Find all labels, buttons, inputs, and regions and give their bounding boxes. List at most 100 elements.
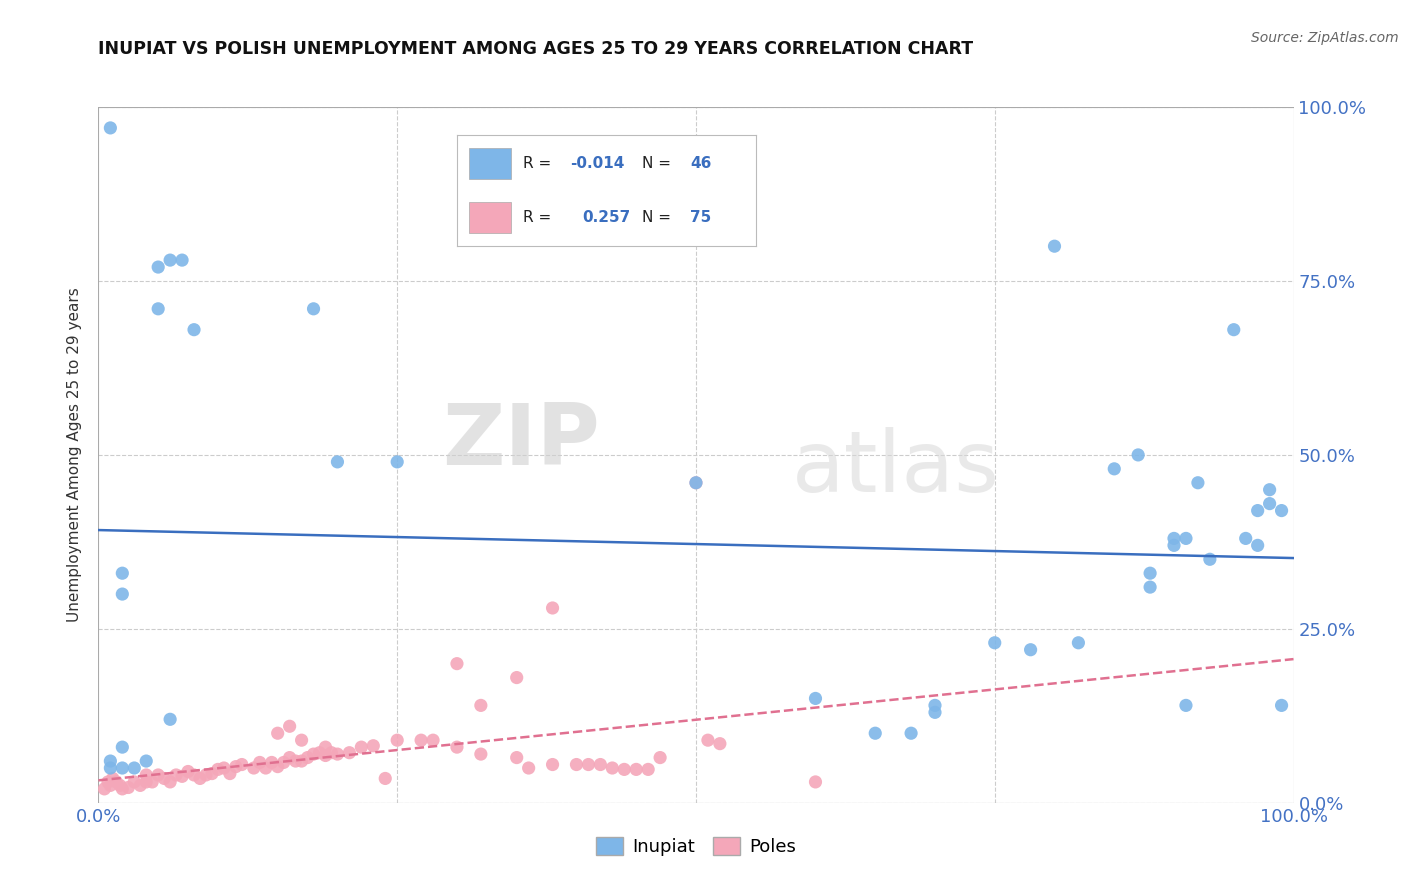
Point [565,757,588,772]
Point [374,772,396,786]
Point [159,712,181,726]
Point [589,757,612,772]
Point [98,120,122,135]
Point [446,740,468,755]
Point [124,775,146,789]
Point [1175,698,1198,713]
Point [326,455,349,469]
Point [148,768,170,782]
Point [804,775,827,789]
Point [1163,532,1185,546]
Point [1175,532,1198,546]
Point [111,761,134,775]
Point [865,726,887,740]
Point [267,759,290,773]
Point [470,747,492,761]
Point [1247,503,1270,517]
Point [1163,538,1185,552]
Point [273,756,295,770]
Point [124,761,146,775]
Point [243,761,266,775]
Point [804,691,827,706]
Point [188,772,211,786]
Point [183,323,205,337]
Point [1067,636,1090,650]
Point [111,566,134,581]
Point [321,746,343,760]
Point [297,750,319,764]
Point [249,756,271,770]
Point [470,698,492,713]
Point [1199,552,1222,566]
Point [613,763,636,777]
Point [98,778,122,793]
Point [129,778,152,793]
Point [626,763,648,777]
Point [111,781,134,796]
Point [159,775,181,789]
Point [97,775,120,789]
Point [98,754,122,768]
Point [709,737,731,751]
Point [1223,323,1246,337]
Point [93,781,115,796]
Point [385,455,409,469]
Point [159,253,181,268]
Point [148,301,170,316]
Point [697,733,720,747]
Point [363,739,385,753]
Point [541,757,564,772]
Point [602,761,624,775]
Point [111,587,134,601]
Point [254,761,277,775]
Text: INUPIAT VS POLISH UNEMPLOYMENT AMONG AGES 25 TO 29 YEARS CORRELATION CHART: INUPIAT VS POLISH UNEMPLOYMENT AMONG AGE… [98,40,973,58]
Point [172,769,194,783]
Point [411,733,433,747]
Point [135,768,157,782]
Point [924,706,946,720]
Point [172,253,194,268]
Point [685,475,707,490]
Point [1271,698,1294,713]
Point [135,775,157,789]
Point [207,763,229,777]
Point [111,740,134,755]
Point [506,671,529,685]
Point [177,764,200,779]
Point [326,747,349,761]
Point [291,733,314,747]
Point [350,740,373,755]
Text: atlas: atlas [792,427,1000,510]
Point [1234,532,1257,546]
Point [1271,503,1294,517]
Point [1139,566,1161,581]
Point [278,750,301,764]
Point [339,746,361,760]
Point [135,754,157,768]
Point [315,748,337,763]
Point [1019,642,1042,657]
Point [148,260,170,274]
Point [141,775,163,789]
Point [165,768,187,782]
Point [231,757,253,772]
Point [648,750,672,764]
Point [1128,448,1150,462]
Point [517,761,540,775]
Point [446,657,468,671]
Point [117,780,139,795]
Point [541,601,564,615]
Point [195,768,218,782]
Point [984,636,1007,650]
Y-axis label: Unemployment Among Ages 25 to 29 years: Unemployment Among Ages 25 to 29 years [67,287,83,623]
Text: ZIP: ZIP [443,400,600,483]
Point [219,766,242,780]
Point [1247,538,1270,552]
Point [98,761,122,775]
Point [924,698,946,713]
Point [422,733,444,747]
Point [900,726,922,740]
Point [385,733,409,747]
Point [506,750,529,764]
Point [105,775,128,789]
